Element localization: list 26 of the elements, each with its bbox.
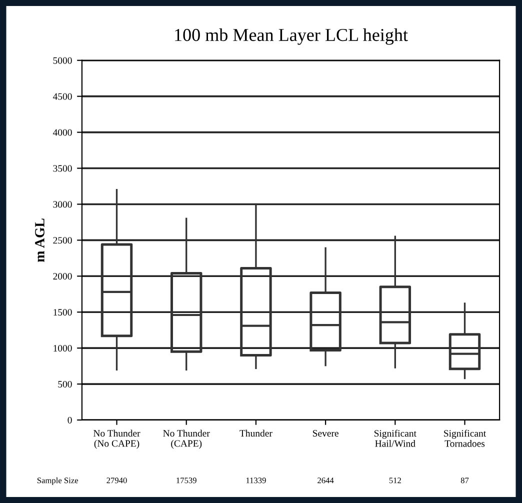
x-tick-label: Severe	[312, 430, 338, 437]
text: 512	[389, 478, 401, 484]
text: 87	[460, 478, 469, 484]
y-tick-label: 2000	[53, 273, 72, 280]
text: 2644	[318, 478, 334, 484]
chart-title: 100 mb Mean Layer LCL height	[175, 28, 408, 45]
text: 27940	[106, 478, 127, 484]
x-tick-label: Significant Tornadoes	[444, 430, 486, 447]
y-axis-title: m AGL	[35, 218, 44, 262]
x-tick-label: No Thunder (CAPE)	[163, 430, 210, 449]
y-tick-label: 500	[58, 380, 72, 388]
x-tick-label: Thunder	[240, 430, 272, 437]
text: 11339	[246, 478, 266, 484]
y-tick-label: 5000	[53, 57, 72, 64]
x-tick-label: Significant Hail/Wind	[374, 430, 416, 447]
x-tick-label: No Thunder (No CAPE)	[93, 430, 140, 449]
y-tick-label: 4000	[52, 129, 72, 136]
y-tick-label: 3500	[53, 165, 72, 172]
y-tick-label: 0	[68, 416, 72, 424]
y-tick-label: 4500	[52, 93, 72, 100]
text: Sample Size	[37, 477, 78, 485]
y-tick-label: 1500	[54, 309, 72, 316]
y-tick-label: 1000	[54, 344, 72, 352]
y-tick-label: 3000	[53, 201, 72, 208]
y-tick-label: 2500	[53, 237, 72, 244]
text: 17539	[176, 478, 196, 484]
